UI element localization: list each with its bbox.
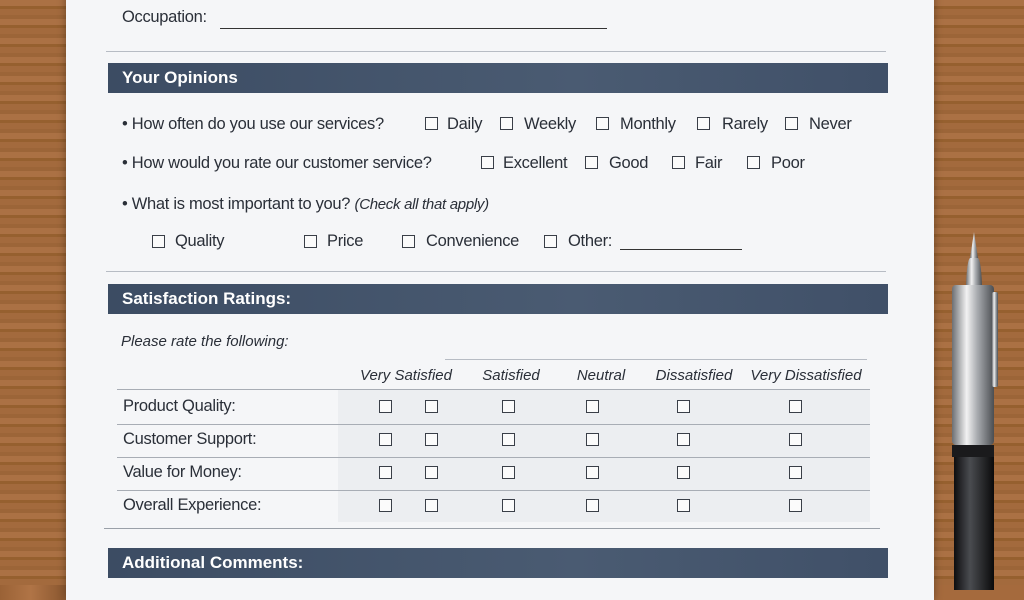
rating-checkbox[interactable] [586, 499, 599, 512]
checkbox-fair[interactable] [672, 156, 685, 169]
rating-checkbox[interactable] [379, 466, 392, 479]
rating-checkbox[interactable] [586, 400, 599, 413]
option-label: Good [609, 154, 649, 172]
rating-checkbox[interactable] [379, 433, 392, 446]
rating-checkbox[interactable] [789, 499, 802, 512]
option-label: Daily [447, 115, 483, 133]
checkbox-good[interactable] [585, 156, 598, 169]
rating-checkbox[interactable] [425, 400, 438, 413]
rating-checkbox[interactable] [789, 466, 802, 479]
checkbox-convenience[interactable] [402, 235, 415, 248]
divider [106, 271, 886, 272]
rating-checkbox[interactable] [425, 433, 438, 446]
occupation-label: Occupation: [122, 8, 207, 26]
ratings-column-header: Neutral [576, 367, 626, 384]
option-label: Monthly [620, 115, 676, 133]
question-text: What is most important to you? [131, 195, 351, 213]
rating-checkbox[interactable] [379, 400, 392, 413]
rating-checkbox[interactable] [789, 400, 802, 413]
ratings-row-label: Overall Experience: [123, 496, 262, 514]
checkbox-monthly[interactable] [596, 117, 609, 130]
option-label: Weekly [524, 115, 576, 133]
ratings-instruction: Please rate the following: [121, 333, 289, 350]
question-service-rating: • How would you rate our customer servic… [122, 154, 432, 172]
rating-checkbox[interactable] [425, 499, 438, 512]
question-text: How often do you use our services? [131, 115, 384, 133]
checkbox-excellent[interactable] [481, 156, 494, 169]
option-label: Poor [771, 154, 805, 172]
ratings-column-header: Satisfied [482, 367, 540, 384]
question-text: How would you rate our customer service? [131, 154, 432, 172]
option-label: Convenience [426, 232, 520, 250]
checkbox-poor[interactable] [747, 156, 760, 169]
other-field[interactable] [620, 249, 742, 250]
question-frequency: • How often do you use our services? [122, 115, 384, 133]
ratings-row-label: Product Quality: [123, 397, 236, 415]
rating-checkbox[interactable] [789, 433, 802, 446]
wood-desk-left [0, 0, 66, 585]
option-label: Never [809, 115, 852, 133]
ratings-row-label: Customer Support: [123, 430, 257, 448]
divider [104, 528, 880, 529]
row-divider [117, 457, 870, 458]
ratings-row-label: Value for Money: [123, 463, 242, 481]
option-label: Fair [695, 154, 723, 172]
option-label: Price [327, 232, 364, 250]
rating-checkbox[interactable] [425, 466, 438, 479]
rating-checkbox[interactable] [502, 433, 515, 446]
rating-checkbox[interactable] [677, 433, 690, 446]
rating-checkbox[interactable] [586, 433, 599, 446]
checkbox-rarely[interactable] [697, 117, 710, 130]
option-label: Other: [568, 232, 613, 250]
rating-checkbox[interactable] [502, 400, 515, 413]
divider [445, 359, 867, 360]
checkbox-daily[interactable] [425, 117, 438, 130]
ratings-column-header: Very Dissatisfied [750, 367, 862, 384]
occupation-field[interactable] [220, 28, 607, 29]
section-additional-comments: Additional Comments: [108, 548, 888, 578]
ratings-column-header: Very Satisfied [360, 367, 452, 384]
checkbox-price[interactable] [304, 235, 317, 248]
rating-checkbox[interactable] [502, 466, 515, 479]
checkbox-never[interactable] [785, 117, 798, 130]
section-satisfaction-ratings: Satisfaction Ratings: [108, 284, 888, 314]
pen-icon [952, 232, 998, 590]
rating-checkbox[interactable] [677, 466, 690, 479]
option-label: Excellent [503, 154, 568, 172]
checkbox-weekly[interactable] [500, 117, 513, 130]
checkbox-other[interactable] [544, 235, 557, 248]
question-importance: • What is most important to you? (Check … [122, 195, 490, 213]
option-label: Quality [175, 232, 225, 250]
section-your-opinions: Your Opinions [108, 63, 888, 93]
rating-checkbox[interactable] [586, 466, 599, 479]
ratings-column-header: Dissatisfied [655, 367, 733, 384]
row-divider [117, 389, 870, 390]
row-divider [117, 424, 870, 425]
divider [106, 51, 886, 52]
rating-checkbox[interactable] [502, 499, 515, 512]
rating-checkbox[interactable] [677, 499, 690, 512]
option-label: Rarely [722, 115, 768, 133]
checkbox-quality[interactable] [152, 235, 165, 248]
row-divider [117, 490, 870, 491]
rating-checkbox[interactable] [379, 499, 392, 512]
rating-checkbox[interactable] [677, 400, 690, 413]
question-note: (Check all that apply) [354, 196, 490, 213]
